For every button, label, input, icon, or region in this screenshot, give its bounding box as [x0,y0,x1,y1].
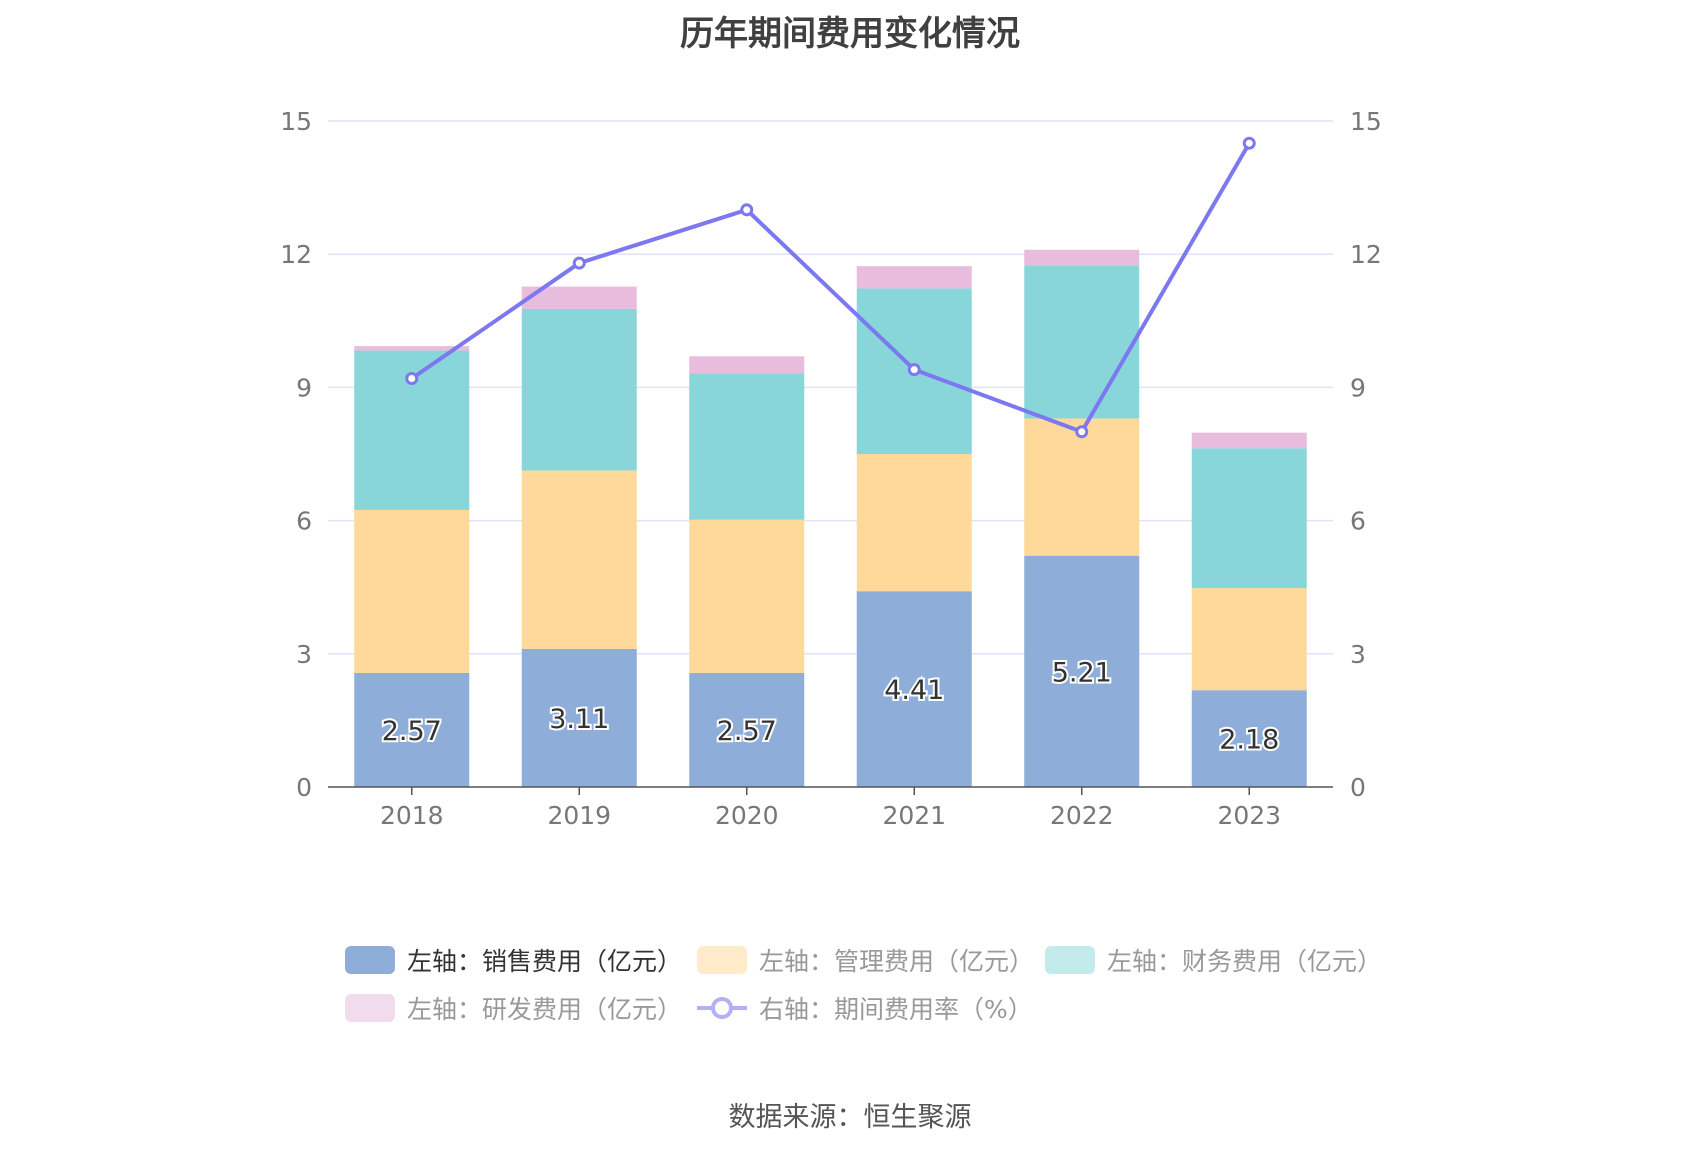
legend-label-rate: 右轴：期间费用率（%） [759,995,1033,1024]
x-tick-label: 2021 [882,801,946,830]
bar-finance [689,373,805,520]
data-label-sales: 3.11 [549,704,609,735]
bar-finance [1191,448,1307,589]
chart-title: 历年期间费用变化情况 [680,14,1020,54]
legend-item-rnd[interactable]: 左轴：研发费用（亿元） [345,988,682,1028]
bar-finance [1024,265,1140,419]
legend-label-rnd: 左轴：研发费用（亿元） [407,995,683,1024]
bar-rnd [521,286,637,309]
bar-sales [354,672,470,787]
bar-sales [856,591,972,787]
right-tick-label: 6 [1350,507,1366,536]
legend-item-finance[interactable]: 左轴：财务费用（亿元） [1045,940,1382,980]
legend-label-admin: 左轴：管理费用（亿元） [759,947,1035,976]
x-tick-label: 2020 [715,801,779,830]
left-axis: 0 3 6 9 12 15 [280,107,312,802]
bar-rnd [1024,249,1140,266]
rate-point [907,363,921,377]
data-source: 数据来源：恒生聚源 [728,1102,972,1133]
data-label-sales: 2.57 [717,716,777,747]
rate-point [1075,425,1089,439]
data-labels: 2.57 3.11 2.57 4.41 5.21 2.18 [380,655,1282,757]
rate-point [572,256,586,270]
legend-swatch-rnd [345,994,395,1022]
grid-lines [328,120,1333,655]
bar-finance [521,308,637,471]
bar-sales [1024,555,1140,787]
bar-admin [1191,588,1307,691]
bars [354,249,1307,787]
bar-rnd [856,266,972,289]
right-tick-label: 12 [1350,240,1382,269]
rate-line-path [410,142,1251,434]
bar-sales [521,648,637,787]
x-axis: 2018 2019 2020 2021 2022 2023 [328,786,1333,830]
left-tick-label: 9 [296,373,312,402]
right-tick-label: 9 [1350,373,1366,402]
legend-label-sales: 左轴：销售费用（亿元） [407,947,683,976]
bar-admin [521,470,637,649]
left-tick-label: 0 [296,773,312,802]
left-tick-label: 3 [296,640,312,669]
legend-item-rate[interactable]: 右轴：期间费用率（%） [697,988,1033,1028]
legend-swatch-finance [1045,946,1095,974]
rate-point [405,372,419,386]
bar-admin [856,454,972,592]
left-tick-label: 6 [296,507,312,536]
rate-point [1242,136,1256,150]
x-tick-label: 2022 [1050,801,1114,830]
legend-line-icon [697,997,747,1019]
rate-line [405,136,1256,439]
bar-sales [1191,690,1307,787]
bar-admin [354,509,470,673]
legend-item-sales[interactable]: 左轴：销售费用（亿元） [345,940,682,980]
left-tick-label: 12 [280,240,312,269]
bar-rnd [689,356,805,374]
legend-swatch-admin [697,946,747,974]
rate-point [740,203,754,217]
bar-rnd [354,346,470,351]
bar-sales [689,672,805,787]
right-axis: 0 3 6 9 12 15 [1350,107,1382,802]
right-tick-label: 0 [1350,773,1366,802]
x-tick-label: 2023 [1217,801,1281,830]
bar-admin [689,519,805,673]
legend-label-finance: 左轴：财务费用（亿元） [1107,947,1383,976]
data-label-sales: 4.41 [884,675,944,706]
x-tick-label: 2018 [380,801,444,830]
data-label-sales: 2.18 [1219,725,1279,756]
data-label-sales: 2.57 [382,716,442,747]
legend-item-admin[interactable]: 左轴：管理费用（亿元） [697,940,1034,980]
bar-rnd [1191,432,1307,449]
legend-swatch-sales [345,946,395,974]
right-tick-label: 3 [1350,640,1366,669]
left-tick-label: 15 [280,107,312,136]
bar-admin [1024,418,1140,556]
data-label-sales: 5.21 [1052,657,1112,688]
x-tick-label: 2019 [547,801,611,830]
right-tick-label: 15 [1350,107,1382,136]
